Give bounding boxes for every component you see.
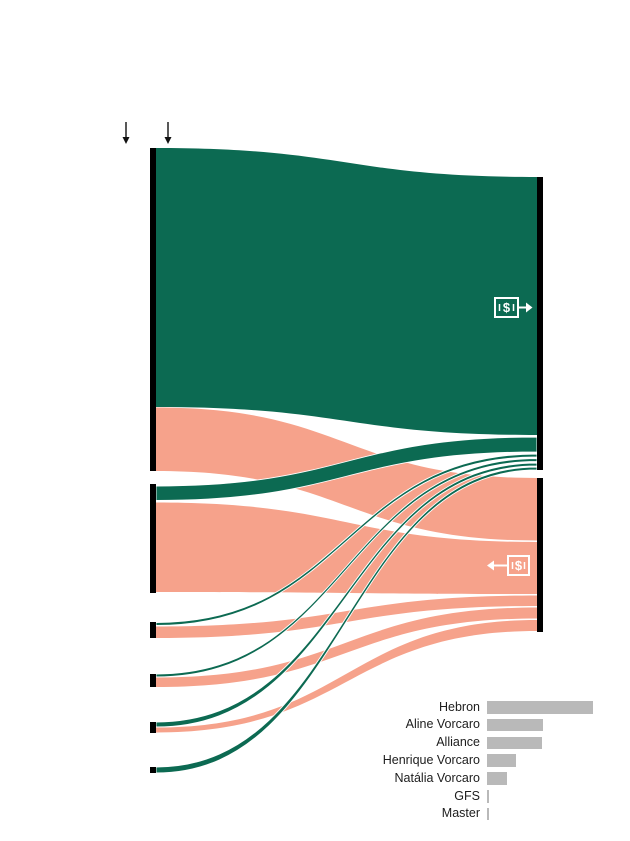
sankey-link-L5-money-in [156,620,537,733]
down-arrow-icon-2 [164,122,172,144]
sankey-link-L1-money-out [156,148,537,435]
sankey-node-money-in [537,478,543,632]
sankey-node-L6 [150,767,156,773]
sankey-node-L1 [150,148,156,471]
sankey-link-L2-money-in [156,502,537,594]
sankey-nodes [150,148,543,773]
annotation-arrows [122,122,172,144]
sankey-node-L5 [150,722,156,733]
dollar-glyph: $ [515,558,523,573]
banknote-arrow-right-icon: $ [494,297,533,318]
sankey-link-L4-money-in [156,607,537,687]
sankey-node-L2 [150,484,156,593]
down-arrow-icon-1 [122,122,130,144]
sankey-node-money-out [537,177,543,470]
dollar-glyph: $ [503,300,511,315]
banknote-arrow-left-icon: $ [487,555,530,576]
sankey-node-L3 [150,622,156,638]
sankey-node-L4 [150,674,156,687]
sankey-links [155,148,538,774]
